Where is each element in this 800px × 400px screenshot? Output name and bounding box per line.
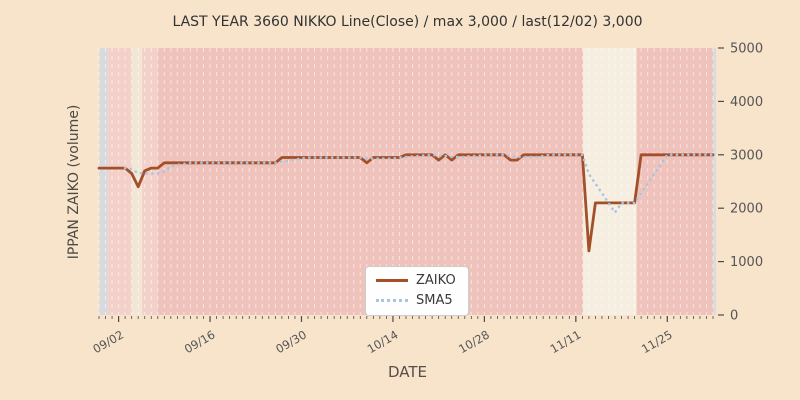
background-band [108,48,132,315]
y-tick-label: 5000 [730,42,763,57]
sma5-line [123,153,715,214]
y-tick-label: 4000 [730,95,763,110]
y-tick-label: 3000 [730,148,763,163]
background-band [583,48,637,315]
background-band [713,48,716,315]
y-tick-label: 1000 [730,255,763,270]
x-tick-label: 10/28 [456,327,492,356]
y-tick-label: 0 [730,309,738,324]
zaiko-line-swatch [376,279,408,282]
background-band [99,48,109,315]
x-tick-label: 10/14 [365,327,401,356]
legend-item-sma5: SMA5 [376,294,456,307]
legend-label-sma5: SMA5 [416,293,453,308]
background-band [142,48,158,315]
sma5-line-swatch [376,299,408,302]
background-band [636,48,713,315]
y-tick-label: 2000 [730,202,763,217]
legend-item-zaiko: ZAIKO [376,274,456,287]
x-axis-label: DATE [387,363,428,381]
legend: ZAIKO SMA5 [365,266,469,316]
x-tick-label: 11/11 [548,327,584,356]
x-tick-label: 09/30 [273,327,309,356]
legend-label-zaiko: ZAIKO [416,273,456,288]
chart-title: LAST YEAR 3660 NIKKO Line(Close) / max 3… [172,14,643,30]
x-tick-label: 09/02 [90,327,126,356]
x-tick-label: 09/16 [182,327,218,356]
y-axis-label: IPPAN ZAIKO (volume) [66,104,82,260]
x-tick-label: 11/25 [639,327,675,356]
